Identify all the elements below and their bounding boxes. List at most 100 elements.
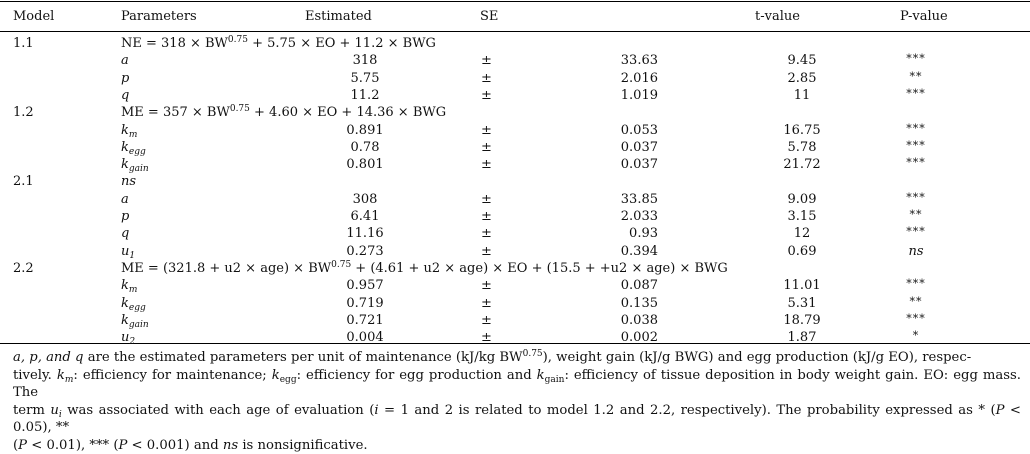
t-value: 5.78 [787,139,817,155]
t-value: 12 [793,226,811,242]
p-value-significance: ns [908,243,924,259]
equation-text-rest: + 4.60 × EO + 14.36 × BWG [249,105,447,121]
se-value: 33.63 [620,53,658,69]
table-footnote: a, p, and q are the estimated parameters… [13,349,1021,454]
footnote-ns: ns [222,437,239,453]
parameter-name: k [121,157,129,173]
equation-text: NE = 318 × BW [121,36,228,51]
footnote-i: i [374,402,379,418]
se-value: 0.053 [620,122,658,138]
t-value: 11 [793,87,811,103]
parameter-name: k [121,312,129,328]
se-value: 0.037 [620,139,658,155]
plus-minus: ± [481,278,492,294]
model-id: 1.2 [13,105,34,121]
footnote-text-1: are the estimated parameters per unit of… [83,350,523,365]
footnote-km: k [56,367,65,383]
t-value: 3.15 [787,209,817,224]
parameter-symbol: a [121,53,129,69]
parameter-subscript: gain [128,319,149,330]
header-t-value: t-value [755,9,800,24]
equation-exponent: 0.75 [229,104,250,115]
estimated-value: 6.41 [350,209,380,224]
parameter-symbol: kgain [121,312,149,330]
header-p-value-label: P-value [900,9,948,24]
p-value-significance: *** [906,156,926,170]
footnote-text-6: : efficiency of tissue deposition in bod… [13,367,1021,401]
p-value-significance: ** [909,208,923,221]
parameter-name: k [121,295,129,311]
footnote-text-14: is nonsignificative. [238,437,368,453]
model-id: 2.2 [13,260,34,276]
header-p-value: P-value [900,9,948,25]
se-value: 0.394 [620,243,658,259]
p-value-significance: ** [909,294,923,308]
footnote-p2: P [18,437,28,453]
estimated-value: 11.16 [346,226,384,242]
model-equation: ME = 357 × BW0.75 + 4.60 × EO + 14.36 × … [121,105,446,121]
header-model: Model [13,9,55,24]
estimated-value: 0.004 [346,330,384,346]
p-value-significance: *** [906,225,926,239]
parameter-symbol: q [121,88,129,104]
footnote-text-13: < 0.001) and [127,437,223,453]
estimated-value: 0.78 [350,139,380,155]
header-se: SE [480,9,499,24]
parameter-symbol: u2 [121,330,136,348]
parameter-subscript: gain [128,164,149,175]
parameter-subscript: 2 [129,337,136,348]
estimated-value: 318 [352,53,378,69]
equation-text-rest: + (4.61 + u2 × age) × EO + (15.5 + +u2 ×… [351,260,728,276]
parameter-name: u [121,243,130,259]
se-value: 0.087 [620,278,658,294]
equation-text: ME = (321.8 + u2 × age) × BW [121,260,332,276]
p-value-significance: *** [906,277,926,291]
parameter-name: k [121,122,129,138]
parameter-symbol: p [121,209,129,225]
footnote-p1: P [995,402,1005,418]
model-equation: ns [121,174,136,190]
footnote-ui-sub: i [58,409,62,420]
parameter-subscript: egg [128,146,146,157]
estimated-value: 0.719 [346,295,384,311]
t-value: 5.31 [787,295,817,311]
equation-text: ns [121,174,137,190]
plus-minus: ± [481,243,492,259]
footnote-kegg-sub: egg [279,374,297,385]
footnote-params: a, p, and q [13,350,84,365]
parameter-name: q [121,87,130,103]
footnote-text-8: was associated with each age of evaluati… [61,402,375,418]
t-value: 9.09 [787,191,817,207]
plus-minus: ± [481,87,492,103]
p-value-significance: *** [906,190,926,204]
se-value: 33.85 [620,191,658,207]
footnote-km-sub: m [64,374,74,385]
plus-minus: ± [481,53,492,69]
estimated-value: 0.801 [346,157,384,173]
plus-minus: ± [481,70,492,86]
parameter-symbol: p [121,71,129,87]
estimated-value: 5.75 [350,70,380,86]
parameter-name: a [121,191,129,207]
model-equation: NE = 318 × BW0.75 + 5.75 × EO + 11.2 × B… [121,36,436,52]
parameter-name: p [121,70,130,86]
parameter-subscript: egg [128,302,146,313]
footnote-text-7: term [13,402,51,418]
se-value: 2.033 [620,209,658,224]
estimated-value: 0.273 [346,243,384,259]
p-value-significance: *** [906,121,926,135]
se-value: 0.037 [620,157,658,173]
footnote-kgain-sub: gain [544,374,565,385]
footnote-text-3: tively. [13,367,57,383]
se-value: 0.038 [620,312,658,328]
equation-exponent: 0.75 [331,259,352,270]
parameter-name: q [121,226,130,242]
header-estimated: Estimated [305,9,372,24]
model-id: 2.1 [13,174,34,190]
se-value: 0.002 [620,330,658,346]
equation-text-rest: + 5.75 × EO + 11.2 × BWG [247,36,436,51]
footnote-kgain: k [536,367,545,383]
parameter-subscript: m [128,129,138,140]
footnote-text-9: = 1 and 2 is related to model 1.2 and 2.… [378,402,996,418]
parameter-name: k [121,278,129,294]
